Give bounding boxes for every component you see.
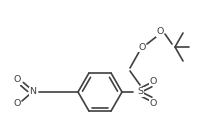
Text: O: O	[13, 99, 21, 109]
Text: O: O	[149, 76, 156, 85]
Text: S: S	[136, 88, 142, 96]
Text: O: O	[138, 42, 145, 52]
Text: O: O	[156, 28, 163, 36]
Text: O: O	[13, 75, 21, 85]
Text: O: O	[149, 99, 156, 108]
Text: N: N	[29, 88, 36, 96]
